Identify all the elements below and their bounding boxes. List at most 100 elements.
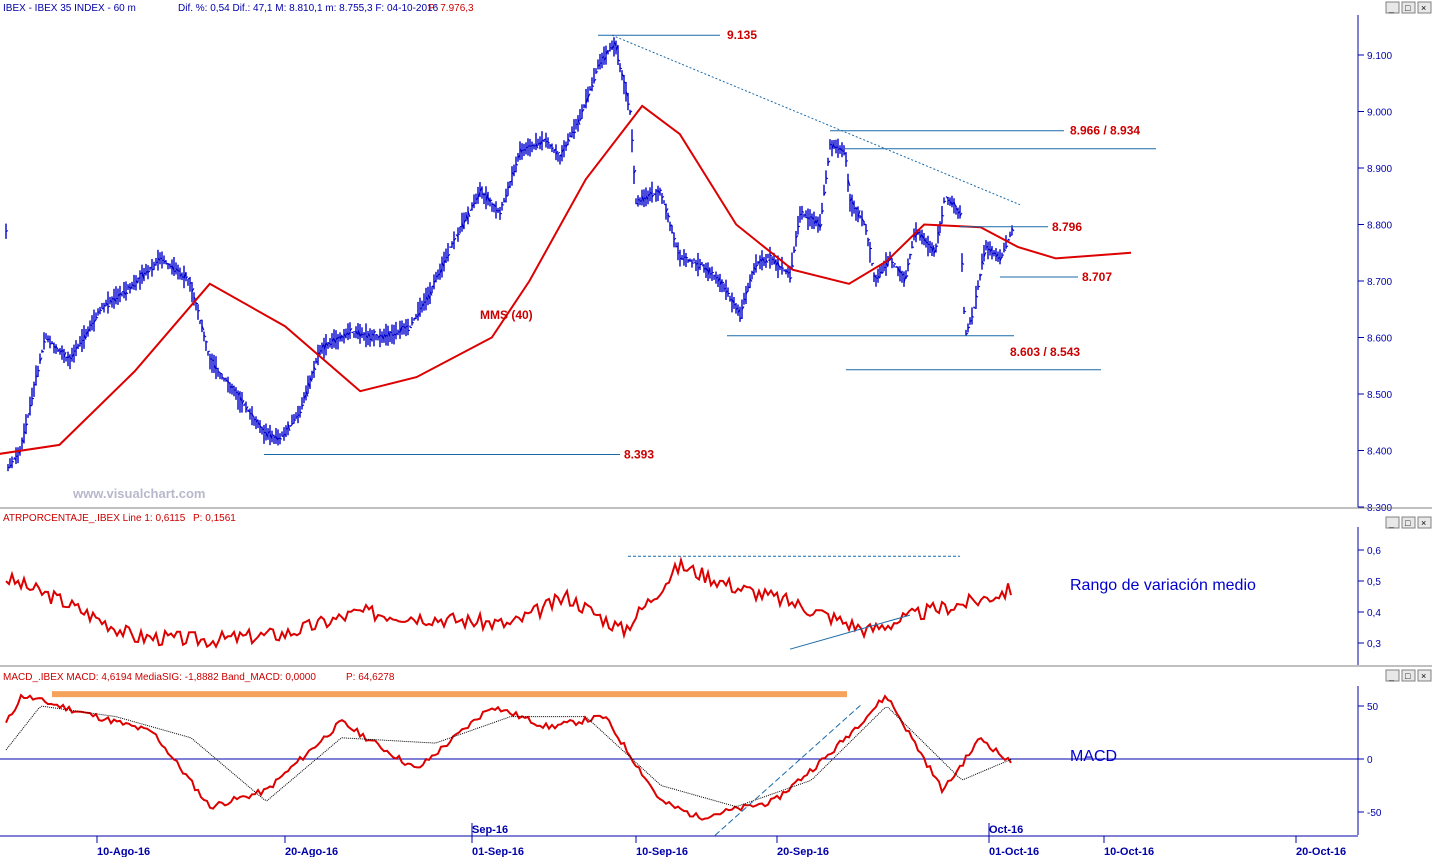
price-bar-close bbox=[305, 390, 309, 397]
atr-trendline bbox=[789, 614, 911, 650]
price-bar-close bbox=[43, 340, 47, 343]
close-button[interactable] bbox=[1417, 1, 1432, 14]
price-bar-close bbox=[83, 334, 87, 340]
price-bar-close bbox=[867, 238, 871, 242]
price-bar-close bbox=[573, 131, 577, 134]
macd-line bbox=[5, 693, 1012, 821]
pane-window-controls[interactable]: _ □ × bbox=[1385, 669, 1432, 682]
y-tick-label: 9.100 bbox=[1367, 51, 1392, 62]
price-bar-close bbox=[673, 237, 677, 241]
price-bar-close bbox=[943, 200, 947, 203]
atr-plot bbox=[5, 555, 1012, 650]
macd-signal-line bbox=[5, 705, 1012, 807]
minimize-button[interactable] bbox=[1385, 516, 1400, 529]
price-bar-close bbox=[135, 280, 139, 284]
window-buttons: _ □ × _ □ × _ □ × bbox=[1385, 1, 1432, 682]
price-bar-close bbox=[339, 334, 343, 340]
price-bar-close bbox=[595, 71, 599, 73]
price-bar-close bbox=[821, 210, 825, 213]
y-tick-label: 9.000 bbox=[1367, 108, 1392, 119]
price-bar-close bbox=[905, 275, 909, 279]
price-bar-close bbox=[857, 210, 861, 219]
price-bar-close bbox=[593, 78, 597, 83]
price-bar-close bbox=[669, 224, 673, 227]
x-date-label: 20-Oct-16 bbox=[1296, 846, 1346, 857]
price-bar-close bbox=[203, 334, 207, 338]
close-button[interactable] bbox=[1417, 669, 1432, 682]
price-plot: 9.135 8.966 / 8.934 8.796 8.707 8.603 / 8.54… bbox=[0, 28, 1156, 472]
y-tick-label: 0 bbox=[1367, 755, 1373, 766]
maximize-button[interactable] bbox=[1401, 516, 1416, 529]
atr-pane: ATRPORCENTAJE_.IBEX Line 1: 0,6115 P: 0,… bbox=[3, 513, 1381, 665]
price-bar-close bbox=[293, 419, 297, 421]
pane-window-controls[interactable]: _ □ × bbox=[1385, 516, 1432, 529]
price-bar-close bbox=[185, 276, 189, 279]
macd-header-extra: P: 64,6278 bbox=[346, 672, 395, 683]
price-bar-close bbox=[963, 310, 967, 313]
price-bar-close bbox=[555, 150, 559, 155]
price-bar-close bbox=[975, 295, 979, 298]
macd-trendline bbox=[714, 703, 863, 836]
price-bar-close bbox=[971, 315, 975, 318]
ma-label: MMS (40) bbox=[480, 308, 533, 322]
price-bar-close bbox=[63, 351, 67, 358]
price-bar-close bbox=[191, 287, 195, 292]
level-label: 8.966 / 8.934 bbox=[1070, 124, 1140, 138]
price-y-axis: 8.3008.4008.5008.6008.7008.8008.9009.000… bbox=[1358, 51, 1392, 514]
price-bar-close bbox=[881, 271, 885, 274]
price-bar-close bbox=[819, 223, 823, 229]
price-bar-close bbox=[505, 194, 509, 197]
close-button[interactable] bbox=[1417, 516, 1432, 529]
price-bar-close bbox=[909, 253, 913, 256]
price-bar-close bbox=[937, 231, 941, 236]
x-date-label: 10-Sep-16 bbox=[636, 846, 688, 857]
price-bar-close bbox=[95, 316, 99, 319]
price-bar-close bbox=[37, 369, 41, 372]
price-bar-close bbox=[309, 377, 313, 382]
price-bar-close bbox=[793, 249, 797, 252]
macd-top-band bbox=[52, 691, 847, 698]
price-bar-close bbox=[289, 424, 293, 428]
minimize-button[interactable] bbox=[1385, 1, 1400, 14]
close-icon: × bbox=[1421, 518, 1426, 528]
price-bar-close bbox=[801, 210, 805, 213]
x-date-label: 01-Sep-16 bbox=[472, 846, 524, 857]
price-bar-close bbox=[633, 169, 637, 174]
pane-window-controls[interactable]: _ □ × bbox=[1385, 1, 1432, 14]
atr-annotation: Rango de variación medio bbox=[1070, 577, 1256, 594]
price-header-symbol: IBEX - IBEX 35 INDEX - 60 m bbox=[3, 3, 136, 14]
price-bar-close bbox=[893, 263, 897, 265]
maximize-button[interactable] bbox=[1401, 1, 1416, 14]
price-bar-close bbox=[25, 423, 29, 427]
price-bar-close bbox=[125, 291, 129, 295]
price-bar-close bbox=[961, 262, 965, 265]
y-tick-label: 8.900 bbox=[1367, 164, 1392, 175]
price-bar-close bbox=[351, 331, 355, 334]
trend-line bbox=[611, 34, 1021, 206]
macd-header-name: MACD_.IBEX MACD: 4,6194 MediaSIG: -1,888… bbox=[3, 672, 316, 683]
price-bar-close bbox=[245, 406, 249, 411]
price-bar-close bbox=[871, 262, 875, 265]
price-bar-close bbox=[301, 404, 305, 407]
price-bar-close bbox=[965, 332, 969, 335]
minimize-button[interactable] bbox=[1385, 669, 1400, 682]
price-pane: IBEX - IBEX 35 INDEX - 60 m Dif. %: 0,54… bbox=[0, 3, 1393, 514]
price-bar-close bbox=[959, 212, 963, 217]
x-date-label: 10-Ago-16 bbox=[97, 846, 150, 857]
price-bar-close bbox=[981, 260, 985, 265]
price-bar-close bbox=[749, 278, 753, 282]
price-bar-close bbox=[299, 411, 303, 414]
price-bar-close bbox=[313, 366, 317, 371]
maximize-button[interactable] bbox=[1401, 669, 1416, 682]
price-bar-close bbox=[107, 305, 111, 308]
x-axis: Sep-16 Oct-16 10-Ago-16 20-Ago-16 01-Sep… bbox=[0, 823, 1358, 857]
price-bar-close bbox=[825, 177, 829, 180]
x-month-sep: Sep-16 bbox=[472, 824, 508, 836]
price-bar-close bbox=[619, 67, 623, 70]
y-tick-label: 0,6 bbox=[1367, 546, 1381, 557]
y-tick-label: 8.700 bbox=[1367, 277, 1392, 288]
price-bar-close bbox=[41, 350, 45, 353]
price-bar-close bbox=[577, 118, 581, 126]
macd-pane: MACD_.IBEX MACD: 4,6194 MediaSIG: -1,888… bbox=[0, 672, 1382, 836]
